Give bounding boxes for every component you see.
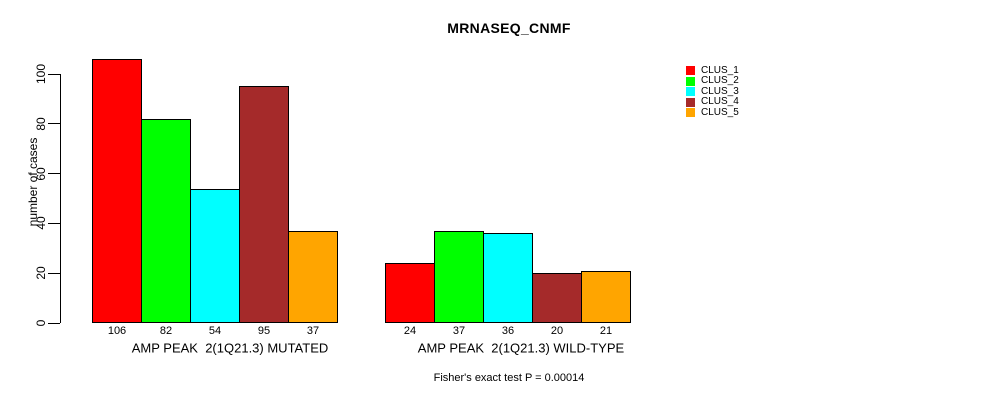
y-tick-label-text: 60 xyxy=(34,166,48,181)
y-tick-label: 0 xyxy=(34,314,48,332)
bar-value-label: 82 xyxy=(159,325,173,337)
bar-clus_5-group2 xyxy=(581,271,631,323)
legend-item: CLUS_4 xyxy=(686,97,739,108)
legend-label: CLUS_4 xyxy=(701,96,739,108)
y-axis-line xyxy=(60,74,61,323)
legend-label: CLUS_2 xyxy=(701,75,739,87)
y-tick-label: 100 xyxy=(31,63,51,85)
legend-item: CLUS_1 xyxy=(686,64,739,77)
bar-value-label: 37 xyxy=(452,325,466,337)
y-tick-label-text: 100 xyxy=(34,63,48,85)
legend-label: CLUS_1 xyxy=(701,64,739,76)
y-tick-label: 80 xyxy=(34,115,48,133)
group-label: AMP PEAK 2(1Q21.3) WILD-TYPE xyxy=(417,340,625,356)
legend-item: CLUS_2 xyxy=(686,76,739,87)
legend-swatch xyxy=(686,108,695,118)
y-tick-label: 40 xyxy=(34,214,48,232)
bar-clus_3-group2 xyxy=(483,233,533,323)
bar-clus_4-group2 xyxy=(532,273,582,323)
bar-clus_2-group2 xyxy=(434,231,484,323)
bar-value-label: 106 xyxy=(107,325,127,337)
legend-swatch xyxy=(686,66,695,76)
y-tick xyxy=(48,322,60,324)
bar-value-label: 54 xyxy=(208,325,222,337)
bar-value-label: 37 xyxy=(306,325,320,337)
group-label: AMP PEAK 2(1Q21.3) MUTATED xyxy=(131,340,329,356)
bar-value-label: 21 xyxy=(599,325,613,337)
y-tick xyxy=(48,272,60,274)
y-tick-label: 20 xyxy=(34,264,48,282)
bar-clus_3-group1 xyxy=(190,189,240,323)
y-tick xyxy=(48,123,60,125)
bar-value-label: 20 xyxy=(550,325,564,337)
y-tick-label-text: 0 xyxy=(34,319,48,327)
bar-value-label: 24 xyxy=(403,325,417,337)
legend-item: CLUS_3 xyxy=(686,85,739,98)
bar-value-label: 95 xyxy=(257,325,271,337)
bar-clus_4-group1 xyxy=(239,86,289,323)
bar-clus_5-group1 xyxy=(288,231,338,323)
legend-swatch xyxy=(686,76,695,86)
legend-label: CLUS_3 xyxy=(701,85,739,97)
legend-swatch xyxy=(686,87,695,97)
legend-label: CLUS_5 xyxy=(701,106,739,118)
y-tick-label-text: 80 xyxy=(34,117,48,131)
bar-clus_1-group1 xyxy=(92,59,142,323)
y-tick-label-text: 20 xyxy=(34,266,48,280)
bar-clus_2-group1 xyxy=(141,119,191,323)
legend-swatch xyxy=(686,97,695,107)
bar-value-label: 36 xyxy=(501,325,515,337)
bar-clus_1-group2 xyxy=(385,263,435,323)
y-tick xyxy=(48,222,60,224)
y-tick xyxy=(48,173,60,175)
y-tick-label: 60 xyxy=(34,165,48,183)
chart-title: MRNASEQ_CNMF xyxy=(447,20,571,36)
y-tick-label-text: 40 xyxy=(34,216,48,231)
fisher-test-note: Fisher's exact test P = 0.00014 xyxy=(433,372,585,384)
y-tick xyxy=(48,73,60,75)
legend-item: CLUS_5 xyxy=(686,106,739,119)
